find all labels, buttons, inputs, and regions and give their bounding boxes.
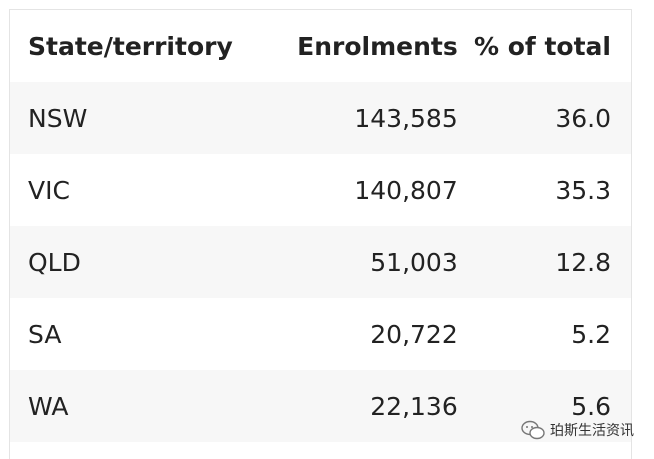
table-row: VIC 140,807 35.3 [10,154,631,226]
table-cell: 22,136 [370,391,458,421]
header-cell: % of total [473,31,611,61]
watermark-text: 珀斯生活资讯 [550,423,634,439]
table-cell: 51,003 [370,247,458,277]
table-container: State/territory Enrolments % of total NSW 1… [9,9,632,459]
table-row: NSW 143,585 36.0 [10,82,631,154]
table: State/territory Enrolments % of total NSW 1… [10,10,631,442]
header-cell: Enrolments [297,31,458,61]
table-cell: 20,722 [370,319,458,349]
table-cell: 143,585 [354,103,458,133]
table-cell: NSW [28,103,88,133]
wechat-icon [521,420,545,440]
table-cell: 5.2 [571,319,611,349]
table-cell: 35.3 [555,175,611,205]
table-cell: VIC [28,175,70,205]
table-row: QLD 51,003 12.8 [10,226,631,298]
table-cell: 140,807 [354,175,458,205]
table-cell: WA [28,391,69,421]
table-row: WA 22,136 5.6 [10,370,631,442]
watermark: 珀斯生活资讯 [520,420,634,440]
table-cell: SA [28,319,62,349]
table-cell: 5.6 [571,391,611,421]
table-cell: 12.8 [555,247,611,277]
table-cell: QLD [28,247,81,277]
table-cell: 36.0 [555,103,611,133]
header-cell: State/territory [28,31,233,61]
table-row: SA 20,722 5.2 [10,298,631,370]
header-row: State/territory Enrolments % of total [10,10,631,82]
table-body: NSW 143,585 36.0 VIC 140,807 35.3 QLD 51,003 12.… [10,82,631,442]
